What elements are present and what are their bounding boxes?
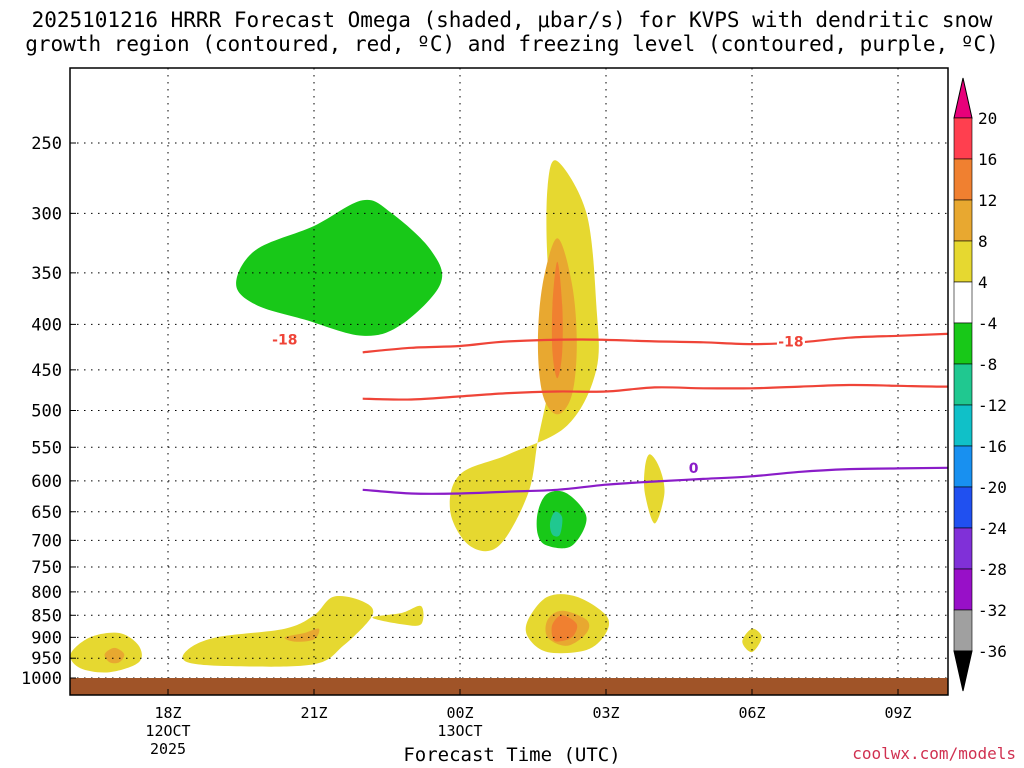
- x-tick-18Z: 18Z: [154, 704, 181, 722]
- colorbar-label-13: -36: [978, 642, 1007, 661]
- colorbar-label-4: 4: [978, 273, 988, 292]
- omega-region-green-400: [236, 199, 443, 336]
- colorbar-swatch-7: [953, 404, 973, 447]
- y-tick-900: 900: [31, 628, 62, 648]
- colorbar-label-1: 16: [978, 150, 997, 169]
- contour-label-bg-freezing-level-0: [679, 459, 708, 476]
- colorbar-label-5: -4: [978, 314, 997, 333]
- colorbar-swatch-11: [953, 568, 973, 611]
- y-tick-950: 950: [31, 649, 62, 669]
- omega-region-yellow-900-06z: [742, 628, 762, 653]
- colorbar-swatch-10: [953, 527, 973, 570]
- colorbar-label-8: -16: [978, 437, 1007, 456]
- omega-shading: [70, 160, 762, 673]
- contour-label-freezing-level-0: 0: [689, 461, 699, 477]
- y-tick-800: 800: [31, 583, 62, 603]
- colorbar-swatch-9: [953, 486, 973, 529]
- colorbar-swatch-2: [953, 199, 973, 242]
- chart-title: 2025101216 HRRR Forecast Omega (shaded, …: [25, 8, 999, 56]
- contour-label-bg-dendritic-upper-1: [776, 333, 805, 350]
- plot-frame: [69, 67, 949, 696]
- colorbar-swatch-8: [953, 445, 973, 488]
- colorbar-label-3: 8: [978, 232, 988, 251]
- terrain-bar: [70, 678, 948, 695]
- colorbar-label-7: -12: [978, 396, 1007, 415]
- axes: 2503003504004505005506006507007508008509…: [21, 134, 912, 758]
- colorbar-label-12: -32: [978, 601, 1007, 620]
- colorbar-swatch-1: [953, 158, 973, 201]
- y-tick-300: 300: [31, 204, 62, 224]
- y-tick-450: 450: [31, 361, 62, 381]
- colorbar-under-triangle: [953, 650, 973, 692]
- terrain-fill: [70, 678, 948, 695]
- colorbar-swatch-6: [953, 363, 973, 406]
- colorbar-over-triangle: [953, 77, 973, 119]
- x-tick-03Z: 03Z: [592, 704, 619, 722]
- credit-link[interactable]: coolwx.com/models: [852, 744, 1016, 763]
- x-date-label-18Z-0: 12OCT: [145, 722, 190, 740]
- y-tick-650: 650: [31, 503, 62, 523]
- colorbar-swatch-5: [953, 322, 973, 365]
- contour-label-bg-dendritic-upper-0: [270, 331, 299, 348]
- omega-region-deeporange-main: [551, 261, 563, 379]
- omega-region-yellow-850-mid: [372, 605, 424, 626]
- contour-freezing-level: [362, 466, 948, 495]
- y-tick-1000: 1000: [21, 669, 62, 689]
- omega-region-yellow-600: [643, 454, 665, 524]
- omega-region-deeporange-875: [551, 615, 578, 642]
- omega-region-yellow-900-left: [182, 596, 374, 667]
- colorbar-label-10: -24: [978, 519, 1007, 538]
- colorbar-swatch-3: [953, 240, 973, 283]
- y-tick-350: 350: [31, 264, 62, 284]
- colorbar-label-2: 12: [978, 191, 997, 210]
- x-axis-label: Forecast Time (UTC): [403, 744, 621, 766]
- x-tick-06Z: 06Z: [738, 704, 765, 722]
- temperature-contours: -18 -18 0: [270, 331, 948, 495]
- x-tick-00Z: 00Z: [446, 704, 473, 722]
- y-tick-750: 750: [31, 558, 62, 578]
- y-tick-850: 850: [31, 606, 62, 626]
- x-date-label-18Z-1: 2025: [150, 740, 186, 758]
- y-tick-600: 600: [31, 472, 62, 492]
- contour-dendritic-lower: [362, 383, 948, 401]
- y-tick-250: 250: [31, 134, 62, 154]
- y-tick-700: 700: [31, 531, 62, 551]
- y-tick-400: 400: [31, 315, 62, 335]
- x-tick-21Z: 21Z: [300, 704, 327, 722]
- omega-region-cyan-650: [549, 511, 563, 537]
- colorbar-label-6: -8: [978, 355, 997, 374]
- colorbar-swatch-12: [953, 609, 973, 652]
- contour-label-dendritic-upper-1: -18: [778, 334, 803, 350]
- contour-dendritic-upper: [362, 332, 948, 354]
- x-tick-09Z: 09Z: [884, 704, 911, 722]
- x-date-label-00Z-0: 13OCT: [437, 722, 482, 740]
- omega-region-orange-950-left: [104, 647, 125, 664]
- colorbar-swatch-4: [953, 281, 973, 324]
- colorbar-label-11: -28: [978, 560, 1007, 579]
- y-tick-550: 550: [31, 438, 62, 458]
- contour-label-dendritic-upper-0: -18: [272, 333, 297, 349]
- colorbar-label-9: -20: [978, 478, 1007, 497]
- colorbar-swatch-0: [953, 117, 973, 160]
- omega-region-orange-900-left: [284, 628, 320, 642]
- colorbar-label-0: 20: [978, 109, 997, 128]
- y-tick-500: 500: [31, 402, 62, 422]
